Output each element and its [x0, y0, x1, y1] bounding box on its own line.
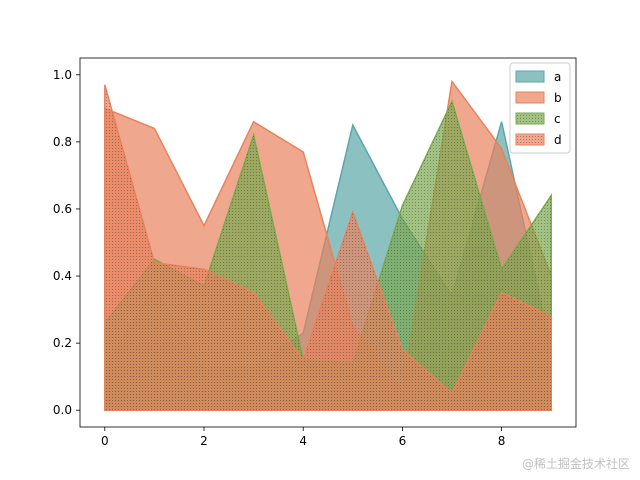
area-hatch-d [104, 84, 552, 411]
legend-swatch-hatch-d [516, 134, 544, 145]
series-area-d [104, 84, 552, 411]
y-tick-label: 0.4 [53, 269, 72, 283]
legend-swatch-a [515, 70, 545, 83]
x-tick-label: 6 [399, 434, 407, 448]
y-tick-label: 0.6 [53, 202, 72, 216]
y-tick-label: 0.2 [53, 336, 72, 350]
y-tick-label: 0.0 [53, 403, 72, 417]
plot-frame [79, 57, 577, 428]
legend-item-a: a [515, 70, 561, 84]
legend-item-b: b [515, 91, 562, 105]
x-tick-label: 4 [299, 434, 307, 448]
y-tick-label: 0.8 [53, 135, 72, 149]
legend-item-c: c [515, 112, 561, 126]
x-tick-label: 8 [498, 434, 506, 448]
legend-label-b: b [554, 91, 562, 105]
legend-label-d: d [554, 133, 562, 147]
legend-swatch-hatch-c [516, 113, 544, 124]
x-tick-label: 2 [200, 434, 208, 448]
legend-label-c: c [554, 112, 561, 126]
legend-item-d: d [515, 133, 562, 147]
x-tick-label: 0 [101, 434, 109, 448]
legend-box [509, 62, 571, 154]
legend-swatch-b [515, 91, 545, 104]
legend-label-a: a [554, 70, 561, 84]
watermark: @稀土掘金技术社区 [521, 457, 630, 471]
y-tick-label: 1.0 [53, 68, 72, 82]
